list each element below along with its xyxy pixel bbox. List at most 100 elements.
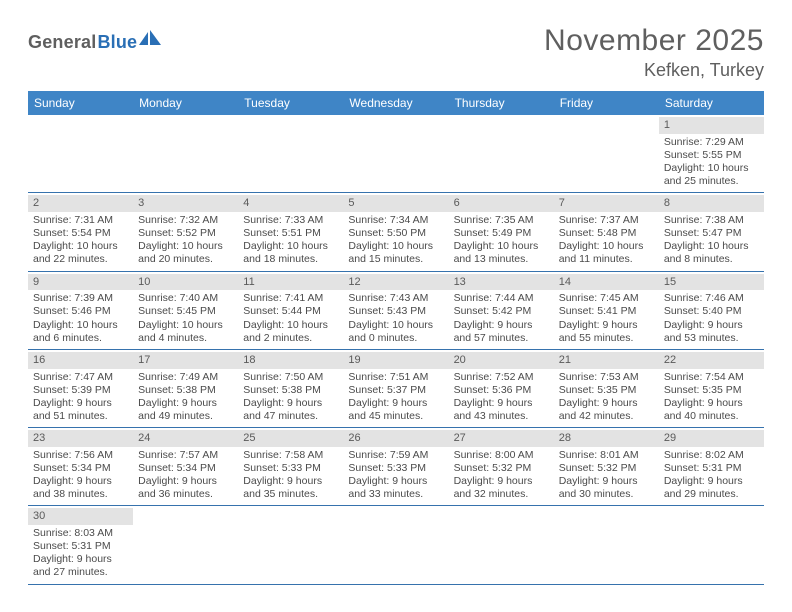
daylight: Daylight: 9 hours and 35 minutes. <box>243 475 338 501</box>
day-number: 5 <box>343 195 448 212</box>
dow-wednesday: Wednesday <box>343 91 448 115</box>
sunset: Sunset: 5:40 PM <box>664 305 759 318</box>
dow-sunday: Sunday <box>28 91 133 115</box>
location: Kefken, Turkey <box>544 60 764 81</box>
day-number <box>554 117 659 134</box>
daylight: Daylight: 10 hours and 6 minutes. <box>33 319 128 345</box>
day-cell: 14Sunrise: 7:45 AMSunset: 5:41 PMDayligh… <box>554 272 659 349</box>
day-cell: 25 Sunrise: 7:58 AMSunset: 5:33 PMDayligh… <box>238 428 343 505</box>
header: General Blue November 2025 Kefken, Turke… <box>28 24 764 81</box>
daylight: Daylight: 9 hours and 40 minutes. <box>664 397 759 423</box>
daylight: Daylight: 9 hours and 43 minutes. <box>454 397 549 423</box>
day-cell: 18Sunrise: 7:50 AMSunset: 5:38 PMDayligh… <box>238 350 343 427</box>
daylight: Daylight: 9 hours and 36 minutes. <box>138 475 233 501</box>
sunrise: Sunrise: 7:44 AM <box>454 292 549 305</box>
dow-monday: Monday <box>133 91 238 115</box>
day-of-week-row: Sunday Monday Tuesday Wednesday Thursday… <box>28 91 764 115</box>
daylight: Daylight: 10 hours and 18 minutes. <box>243 240 338 266</box>
day-cell: 8Sunrise: 7:38 AMSunset: 5:47 PMDaylight… <box>659 193 764 270</box>
day-cell: 27Sunrise: 8:00 AMSunset: 5:32 PMDayligh… <box>449 428 554 505</box>
daylight: Daylight: 9 hours and 30 minutes. <box>559 475 654 501</box>
day-cell: 9Sunrise: 7:39 AMSunset: 5:46 PMDaylight… <box>28 272 133 349</box>
day-number: 19 <box>343 352 448 369</box>
day-number: 20 <box>449 352 554 369</box>
week-row: 23Sunrise: 7:56 AMSunset: 5:34 PMDayligh… <box>28 428 764 506</box>
sunrise: Sunrise: 8:00 AM <box>454 449 549 462</box>
day-number: 10 <box>133 274 238 291</box>
sails-icon <box>139 30 163 51</box>
day-number: 25 <box>238 430 343 447</box>
brand-part2: Blue <box>97 32 137 53</box>
day-cell: 17Sunrise: 7:49 AMSunset: 5:38 PMDayligh… <box>133 350 238 427</box>
day-cell: 7Sunrise: 7:37 AMSunset: 5:48 PMDaylight… <box>554 193 659 270</box>
sunset: Sunset: 5:38 PM <box>243 384 338 397</box>
day-cell <box>133 115 238 192</box>
day-cell <box>238 115 343 192</box>
sunrise: Sunrise: 7:53 AM <box>559 371 654 384</box>
daylight: Daylight: 9 hours and 47 minutes. <box>243 397 338 423</box>
day-cell <box>449 506 554 583</box>
sunrise: Sunrise: 7:34 AM <box>348 214 443 227</box>
brand-logo: General Blue <box>28 24 163 53</box>
sunset: Sunset: 5:51 PM <box>243 227 338 240</box>
day-cell: 29Sunrise: 8:02 AMSunset: 5:31 PMDayligh… <box>659 428 764 505</box>
sunrise: Sunrise: 8:02 AM <box>664 449 759 462</box>
day-cell: 3Sunrise: 7:32 AMSunset: 5:52 PMDaylight… <box>133 193 238 270</box>
sunrise: Sunrise: 7:49 AM <box>138 371 233 384</box>
day-cell: 11Sunrise: 7:41 AMSunset: 5:44 PMDayligh… <box>238 272 343 349</box>
day-number: 9 <box>28 274 133 291</box>
day-number: 29 <box>659 430 764 447</box>
daylight: Daylight: 9 hours and 38 minutes. <box>33 475 128 501</box>
daylight: Daylight: 9 hours and 45 minutes. <box>348 397 443 423</box>
day-number: 13 <box>449 274 554 291</box>
sunrise: Sunrise: 7:37 AM <box>559 214 654 227</box>
daylight: Daylight: 10 hours and 11 minutes. <box>559 240 654 266</box>
daylight: Daylight: 10 hours and 0 minutes. <box>348 319 443 345</box>
day-cell <box>343 506 448 583</box>
day-number: 15 <box>659 274 764 291</box>
sunrise: Sunrise: 7:39 AM <box>33 292 128 305</box>
sunset: Sunset: 5:54 PM <box>33 227 128 240</box>
sunset: Sunset: 5:41 PM <box>559 305 654 318</box>
day-cell: 16Sunrise: 7:47 AMSunset: 5:39 PMDayligh… <box>28 350 133 427</box>
day-number: 16 <box>28 352 133 369</box>
day-cell: 10Sunrise: 7:40 AMSunset: 5:45 PMDayligh… <box>133 272 238 349</box>
day-cell: 5 Sunrise: 7:34 AMSunset: 5:50 PMDaylight… <box>343 193 448 270</box>
daylight: Daylight: 9 hours and 27 minutes. <box>33 553 128 579</box>
sunset: Sunset: 5:48 PM <box>559 227 654 240</box>
sunset: Sunset: 5:47 PM <box>664 227 759 240</box>
day-cell <box>133 506 238 583</box>
day-cell: 21Sunrise: 7:53 AMSunset: 5:35 PMDayligh… <box>554 350 659 427</box>
day-number: 26 <box>343 430 448 447</box>
sunrise: Sunrise: 7:43 AM <box>348 292 443 305</box>
day-number: 6 <box>449 195 554 212</box>
sunrise: Sunrise: 7:46 AM <box>664 292 759 305</box>
day-cell <box>659 506 764 583</box>
daylight: Daylight: 10 hours and 15 minutes. <box>348 240 443 266</box>
sunset: Sunset: 5:33 PM <box>243 462 338 475</box>
day-number <box>343 117 448 134</box>
dow-saturday: Saturday <box>659 91 764 115</box>
day-number: 4 <box>238 195 343 212</box>
dow-friday: Friday <box>554 91 659 115</box>
sunrise: Sunrise: 7:50 AM <box>243 371 338 384</box>
day-cell <box>449 115 554 192</box>
day-number <box>133 117 238 134</box>
sunrise: Sunrise: 7:40 AM <box>138 292 233 305</box>
sunrise: Sunrise: 7:31 AM <box>33 214 128 227</box>
brand-part1: General <box>28 32 96 53</box>
sunset: Sunset: 5:36 PM <box>454 384 549 397</box>
day-cell: 28Sunrise: 8:01 AMSunset: 5:32 PMDayligh… <box>554 428 659 505</box>
day-number <box>449 117 554 134</box>
sunset: Sunset: 5:32 PM <box>454 462 549 475</box>
day-number: 30 <box>28 508 133 525</box>
sunrise: Sunrise: 7:57 AM <box>138 449 233 462</box>
daylight: Daylight: 9 hours and 57 minutes. <box>454 319 549 345</box>
sunset: Sunset: 5:34 PM <box>33 462 128 475</box>
week-row: 30Sunrise: 8:03 AMSunset: 5:31 PMDayligh… <box>28 506 764 583</box>
sunrise: Sunrise: 7:58 AM <box>243 449 338 462</box>
sunset: Sunset: 5:50 PM <box>348 227 443 240</box>
sunrise: Sunrise: 7:41 AM <box>243 292 338 305</box>
day-cell <box>28 115 133 192</box>
day-number: 8 <box>659 195 764 212</box>
